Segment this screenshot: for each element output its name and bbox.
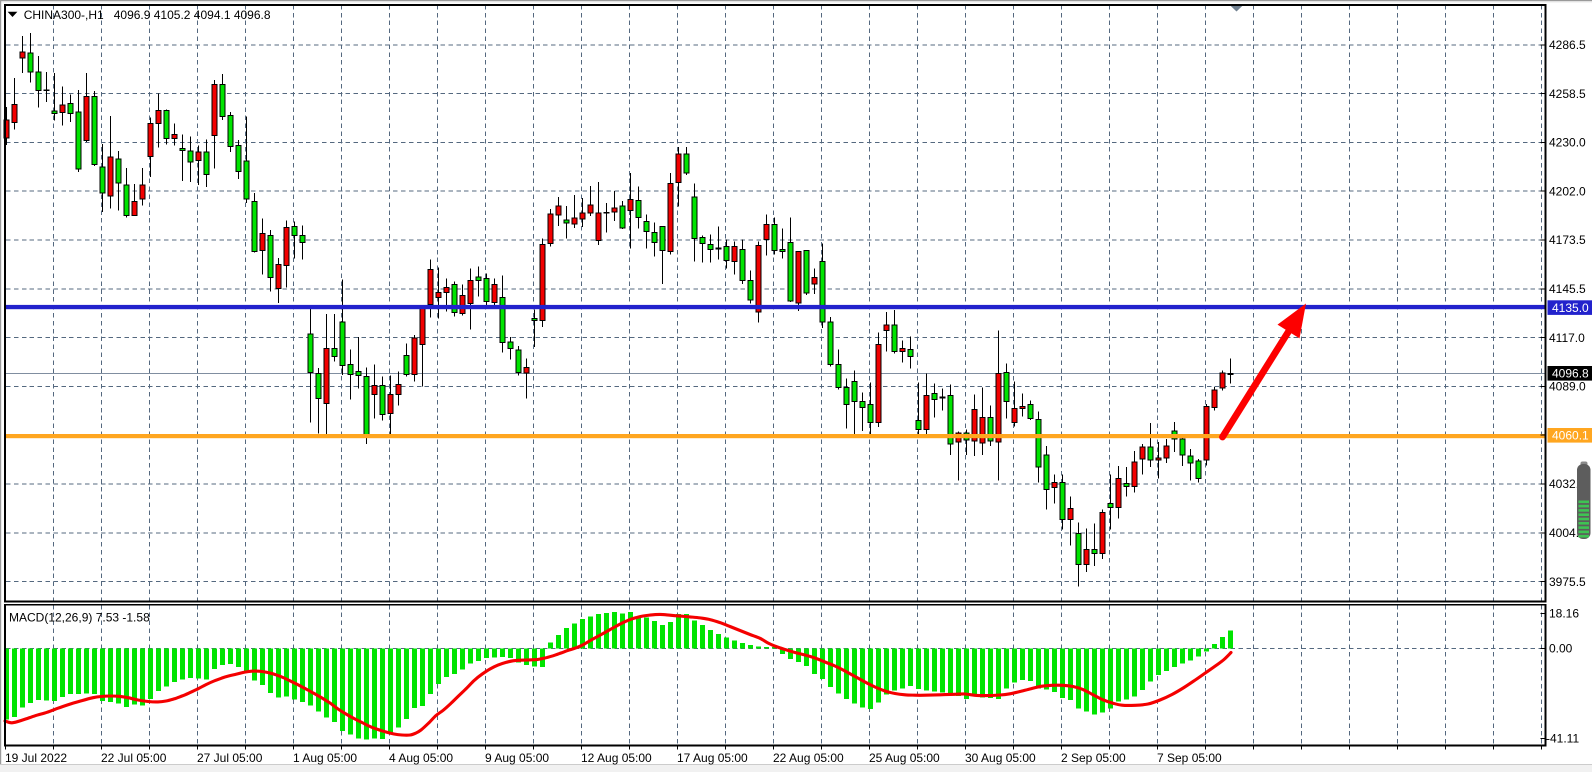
svg-text:25 Aug 05:00: 25 Aug 05:00	[869, 751, 940, 765]
svg-text:4173.5: 4173.5	[1549, 233, 1586, 247]
svg-text:22 Aug 05:00: 22 Aug 05:00	[773, 751, 844, 765]
svg-text:17 Aug 05:00: 17 Aug 05:00	[677, 751, 748, 765]
svg-text:4135.0: 4135.0	[1552, 301, 1589, 315]
svg-text:4258.5: 4258.5	[1549, 87, 1586, 101]
svg-text:4096.8: 4096.8	[1552, 367, 1589, 381]
svg-text:7 Sep 05:00: 7 Sep 05:00	[1157, 751, 1222, 765]
svg-text:18.16: 18.16	[1549, 607, 1579, 621]
svg-text:4202.0: 4202.0	[1549, 184, 1586, 198]
svg-text:4117.0: 4117.0	[1549, 331, 1585, 345]
svg-text:4089.0: 4089.0	[1549, 380, 1586, 394]
svg-text:19 Jul 2022: 19 Jul 2022	[5, 751, 67, 765]
svg-text:4004.0: 4004.0	[1549, 526, 1586, 540]
svg-text:4286.5: 4286.5	[1549, 38, 1586, 52]
svg-text:9 Aug 05:00: 9 Aug 05:00	[485, 751, 549, 765]
svg-text:22 Jul 05:00: 22 Jul 05:00	[101, 751, 167, 765]
svg-text:4230.0: 4230.0	[1549, 136, 1586, 150]
svg-text:30 Aug 05:00: 30 Aug 05:00	[965, 751, 1036, 765]
svg-text:4060.1: 4060.1	[1552, 429, 1589, 443]
svg-text:4 Aug 05:00: 4 Aug 05:00	[389, 751, 453, 765]
svg-text:CHINA300-,H1 4096.9 4105.2 4: CHINA300-,H1 4096.9 4105.2 4094.1 4096.8	[24, 8, 271, 22]
svg-text:4145.5: 4145.5	[1549, 282, 1586, 296]
svg-text:MACD(12,26,9) 7.53 -1.58: MACD(12,26,9) 7.53 -1.58	[9, 611, 150, 625]
svg-text:-41.11: -41.11	[1546, 732, 1579, 746]
svg-text:1 Aug 05:00: 1 Aug 05:00	[293, 751, 357, 765]
svg-text:4032.0: 4032.0	[1549, 477, 1586, 491]
svg-text:3975.5: 3975.5	[1549, 575, 1586, 589]
svg-text:0.00: 0.00	[1549, 642, 1573, 656]
svg-text:2 Sep 05:00: 2 Sep 05:00	[1061, 751, 1126, 765]
svg-text:27 Jul 05:00: 27 Jul 05:00	[197, 751, 263, 765]
svg-text:12 Aug 05:00: 12 Aug 05:00	[581, 751, 652, 765]
